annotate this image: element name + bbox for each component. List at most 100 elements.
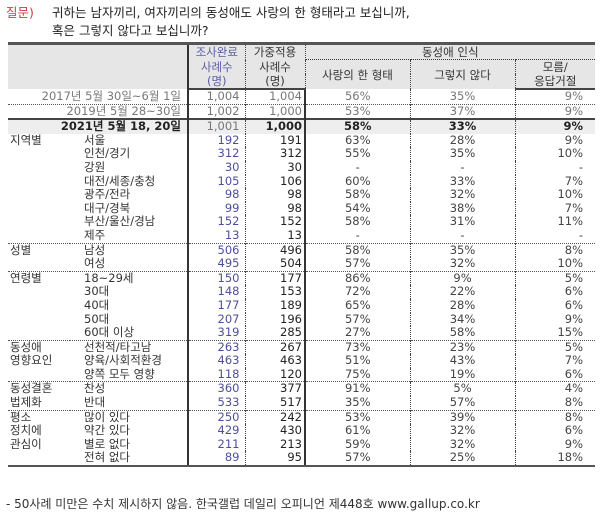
total-row: 2021년 5월 18, 20일 1,001 1,000 58% 33% 9%: [8, 118, 596, 134]
form-of-love-pct: 91%: [305, 381, 411, 397]
table-row: 대전/세종/충청 105 106 60% 33% 7%: [8, 173, 595, 189]
weighted-count: 496: [245, 242, 306, 258]
table-row: 양쪽 모두 영향 118 120 75% 19% 6%: [8, 367, 595, 382]
completed-count: 319: [188, 325, 246, 341]
table-row: 연령별 18~29세 150 177 86% 9% 5%: [8, 270, 596, 286]
completed-count: 506: [188, 242, 246, 258]
weighted-count: 504: [245, 256, 306, 272]
completed-count: 250: [188, 409, 246, 425]
dont-know-pct: 8%: [515, 409, 596, 425]
weighted-count: 1,000: [245, 103, 306, 120]
weighted-count: 285: [245, 325, 306, 341]
header-completed-label: 조사완료: [188, 42, 246, 60]
table-row: 평소 많이 있다 250 242 53% 39% 8%: [8, 409, 596, 425]
group-label: [8, 161, 70, 175]
not-so-pct: -: [410, 228, 516, 244]
dont-know-pct: 7%: [564, 173, 584, 188]
item-label: 강원: [70, 160, 189, 175]
table-row: 대구/경북 99 98 54% 38% 7%: [8, 201, 595, 216]
dont-know-pct: 11%: [557, 214, 584, 229]
not-so-pct: 5%: [410, 381, 516, 397]
weighted-count: 1,004: [245, 89, 306, 105]
weighted-count: 177: [245, 270, 306, 286]
completed-count: 207: [188, 312, 246, 327]
form-of-love-pct: 61%: [305, 424, 411, 438]
group-label: 지역별: [10, 132, 42, 147]
weighted-count: 13: [245, 228, 306, 244]
dont-know-pct: 5%: [515, 339, 596, 355]
group-label: 성별: [8, 242, 70, 258]
not-so-pct: 33%: [410, 118, 516, 134]
not-so-pct: 35%: [410, 242, 516, 258]
item-label: 많이 있다: [70, 409, 189, 425]
group-label: [8, 215, 70, 229]
weighted-count: 242: [245, 409, 306, 425]
table-row: 성별 남성 506 496 58% 35% 8%: [8, 242, 596, 258]
dont-know-pct: -: [578, 227, 584, 242]
table-row: 여성 495 504 57% 32% 10%: [8, 256, 595, 272]
form-of-love-pct: 58%: [305, 118, 411, 134]
item-label: 60대 이상: [70, 325, 189, 341]
weighted-count: 430: [245, 424, 306, 438]
table-row: 인천/경기 312 312 55% 35% 10%: [8, 147, 595, 161]
completed-count: 148: [188, 285, 246, 299]
not-so-pct: 9%: [410, 270, 516, 286]
group-label: 동성애: [8, 339, 70, 355]
not-so-pct: 23%: [410, 339, 516, 355]
group-label: [8, 299, 70, 313]
history-row: 2017년 5월 30일~6월 1일 1,004 1,004 56% 35% 9%: [8, 89, 595, 105]
weighted-count: 517: [245, 395, 306, 411]
form-of-love-pct: 57%: [305, 312, 411, 327]
total-label: 2021년 5월 18, 20일: [8, 118, 189, 134]
completed-count: 105: [188, 174, 246, 189]
header-form-of-love: 사랑의 한 형태: [305, 59, 411, 89]
completed-count: 533: [188, 395, 246, 411]
not-so-pct: 35%: [410, 147, 516, 161]
table-row: 광주/전라 98 98 58% 32% 10%: [8, 188, 595, 202]
completed-count: 495: [188, 256, 246, 272]
form-of-love-pct: 57%: [305, 256, 411, 272]
not-so-pct: 25%: [410, 451, 516, 468]
item-label: 전혀 없다: [70, 451, 189, 468]
form-of-love-pct: 51%: [305, 354, 411, 368]
weighted-count: 153: [245, 285, 306, 299]
weighted-count: 106: [245, 174, 306, 189]
table-row: 강원 30 30- - -: [8, 160, 595, 175]
completed-count: 429: [188, 424, 246, 438]
form-of-love-pct: 58%: [305, 242, 411, 258]
table-row: 60대 이상 319 285 27% 58% 15%: [8, 325, 595, 341]
weighted-count: 98: [245, 188, 306, 202]
weighted-count: 120: [245, 367, 306, 382]
completed-count: 89: [188, 451, 246, 468]
completed-count: 192: [188, 133, 246, 148]
table-row: 30대 148 153 72% 22% 6%: [8, 285, 595, 299]
weighted-count: 312: [245, 147, 306, 161]
dont-know-pct: 8%: [515, 242, 596, 258]
header-weighted-cases: 사례수: [245, 59, 306, 74]
header-weighted-label: 가중적용: [245, 42, 306, 60]
item-label: 반대: [70, 395, 189, 411]
item-label: 30대: [70, 285, 189, 299]
dont-know-pct: 18%: [515, 451, 596, 468]
group-label: 영향요인: [10, 353, 53, 368]
not-so-pct: 33%: [410, 174, 516, 189]
group-label: 관심이: [10, 436, 42, 451]
item-label: 찬성: [70, 381, 189, 397]
item-label: 인천/경기: [70, 147, 189, 161]
not-so-pct: 28%: [410, 298, 516, 313]
history-label: 2019년 5월 28~30일: [8, 103, 189, 120]
group-label: [8, 202, 70, 216]
item-label: 제주: [70, 228, 189, 244]
item-label: 부산/울산/경남: [70, 215, 189, 229]
table-row: 동성결혼 찬성 360 377 91% 5% 4%: [8, 381, 596, 397]
weighted-count: 267: [245, 339, 306, 355]
completed-count: 360: [188, 381, 246, 397]
dont-know-pct: 9%: [564, 436, 584, 451]
form-of-love-pct: 63%: [305, 133, 411, 148]
not-so-pct: 28%: [410, 133, 516, 148]
question-label: 질문): [6, 5, 34, 20]
not-so-pct: 39%: [410, 409, 516, 425]
table-row: 영향요인 양육/사회적환경 463 463 51% 43% 7%: [8, 354, 595, 368]
completed-count: 263: [188, 339, 246, 355]
footnote: - 50사례 미만은 수치 제시하지 않음. 한국갤럽 데일리 오피니언 제44…: [6, 497, 480, 511]
